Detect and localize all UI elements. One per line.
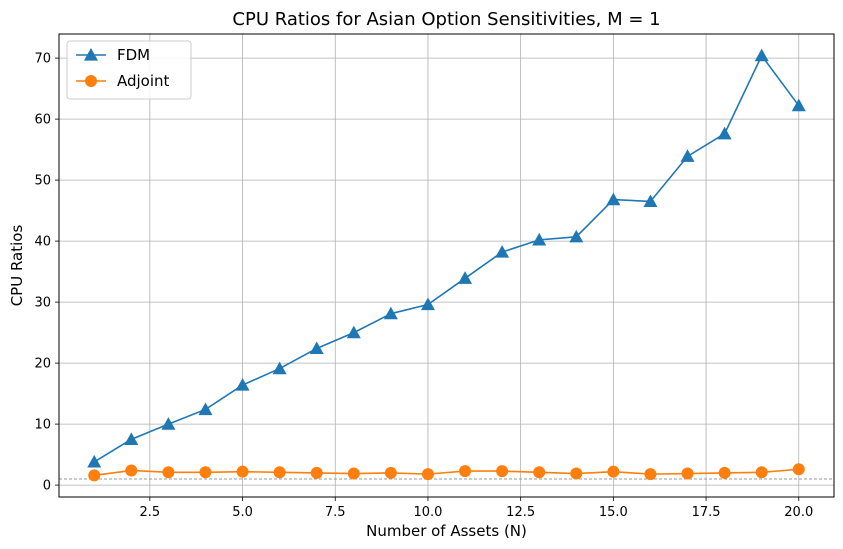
x-tick-label: 17.5 (692, 505, 721, 520)
data-point-adjoint (421, 468, 434, 481)
y-tick-label: 30 (34, 296, 51, 311)
data-point-adjoint (533, 466, 546, 479)
data-point-fdm (754, 48, 769, 62)
chart-title: CPU Ratios for Asian Option Sensitivitie… (232, 9, 660, 30)
data-point-adjoint (681, 467, 694, 480)
data-point-fdm (235, 378, 250, 391)
data-point-adjoint (273, 466, 286, 479)
data-point-adjoint (792, 463, 805, 476)
data-point-fdm (495, 245, 510, 258)
y-axis-label: CPU Ratios (8, 225, 26, 307)
plot-frame (58, 33, 835, 498)
x-tick-label: 7.5 (325, 505, 346, 520)
data-point-adjoint (384, 466, 397, 479)
data-point-fdm (309, 341, 324, 355)
legend-triangle-icon (84, 48, 98, 61)
y-tick-label: 60 (34, 113, 51, 128)
x-tick-label: 15.0 (599, 505, 628, 520)
data-point-adjoint (718, 466, 731, 479)
data-point-fdm (346, 325, 361, 339)
data-point-fdm (420, 297, 435, 311)
data-point-adjoint (607, 465, 620, 478)
data-point-fdm (569, 229, 584, 243)
data-point-adjoint (125, 464, 138, 477)
legend: FDM Adjoint (66, 40, 192, 100)
data-point-adjoint (310, 466, 323, 479)
x-tick-label: 10.0 (413, 505, 442, 520)
data-point-fdm (198, 402, 213, 416)
data-point-fdm (124, 432, 139, 445)
data-point-fdm (606, 192, 621, 206)
data-point-fdm (717, 126, 732, 140)
data-point-adjoint (755, 466, 768, 479)
data-point-adjoint (347, 467, 360, 480)
data-point-adjoint (88, 469, 101, 482)
data-point-adjoint (644, 468, 657, 481)
y-tick-label: 70 (34, 52, 51, 67)
series-line-adjoint (94, 468, 799, 477)
x-tick-label: 5.0 (232, 505, 253, 520)
series-line-fdm (93, 54, 800, 463)
data-point-fdm (643, 194, 658, 208)
data-point-fdm (791, 98, 806, 112)
data-point-fdm (161, 417, 176, 430)
data-point-fdm (680, 149, 695, 162)
data-point-adjoint (570, 467, 583, 480)
y-tick-label: 0 (43, 479, 51, 494)
data-point-fdm (383, 306, 398, 320)
legend-label-adjoint: Adjoint (117, 72, 170, 90)
series-layer (87, 48, 806, 482)
y-tick-label: 40 (34, 235, 51, 250)
data-point-adjoint (236, 465, 249, 478)
x-axis-label: Number of Assets (N) (366, 522, 527, 540)
y-tick-label: 10 (34, 418, 51, 433)
data-point-adjoint (162, 466, 175, 479)
x-tick-label: 2.5 (140, 505, 161, 520)
ticks: 2.5 5.0 7.5 10.0 12.5 15.0 17.5 20.0 0 10 20 30 40 50… (34, 52, 813, 520)
data-point-adjoint (199, 466, 212, 479)
x-tick-label: 20.0 (784, 505, 813, 520)
data-point-fdm (87, 454, 102, 468)
data-point-fdm (272, 361, 287, 375)
legend-circle-icon (85, 75, 97, 87)
series-adjoint (88, 463, 805, 482)
data-point-fdm (458, 271, 473, 284)
data-point-fdm (532, 232, 547, 246)
x-tick-label: 12.5 (506, 505, 535, 520)
data-point-adjoint (496, 465, 509, 478)
legend-label-fdm: FDM (117, 46, 150, 64)
y-tick-label: 50 (34, 174, 51, 189)
y-tick-label: 20 (34, 357, 51, 372)
data-point-adjoint (459, 465, 472, 478)
series-fdm (87, 48, 806, 468)
